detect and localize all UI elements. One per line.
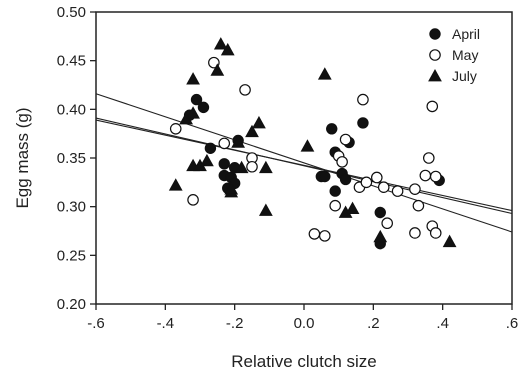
data-point-april [218,158,230,170]
data-point-july [442,234,457,248]
x-tick-label: .6 [506,315,519,332]
data-point-may [381,217,393,230]
data-point-april [374,206,386,219]
x-tick-label: 0.0 [294,315,315,332]
x-axis-label: Relative clutch size [231,352,377,371]
regression-line [95,117,513,215]
legend-label-may: May [452,47,478,63]
y-tick-label: 0.30 [57,199,86,216]
x-tick-label: .2 [367,315,380,332]
legend-marker-may [429,49,441,61]
data-point-april [190,93,203,106]
data-point-may [336,156,348,168]
x-tick-label: -.6 [87,315,105,332]
data-point-april [319,170,331,183]
y-tick-label: 0.45 [57,53,86,70]
legend-marker-july [428,68,442,82]
data-point-may [391,185,404,197]
legend: April May July [428,26,480,84]
data-point-may [419,169,432,182]
data-point-july [252,115,266,129]
data-point-april [197,101,210,114]
y-axis-label: Egg mass (g) [13,107,32,208]
regression-line [95,93,513,233]
data-point-july [234,160,249,174]
data-point-may [412,199,425,212]
data-point-july [224,182,239,195]
tick-labels: -.6 -.4 -.2 0.0 .2 .4 .6 0.20 0.25 0.30 0.35 0.40 0.… [57,4,518,332]
legend-label-april: April [452,26,480,42]
data-point-may [339,133,352,146]
data-point-july [231,135,246,148]
data-point-july [300,139,315,152]
data-point-july [186,106,200,119]
data-point-may [218,137,231,150]
data-point-july [213,37,228,50]
data-point-april [357,117,369,129]
data-point-may [169,123,182,135]
data-point-may [422,152,435,164]
data-point-may [426,100,439,113]
data-point-april [329,185,341,197]
y-tick-label: 0.25 [57,247,86,264]
data-point-july [220,42,235,56]
x-tick-label: -.4 [157,315,175,332]
data-point-may [239,84,251,96]
y-tick-label: 0.20 [57,296,86,313]
plot-frame [95,11,513,305]
data-point-july [258,203,273,216]
data-points [168,37,457,250]
legend-label-july: July [452,68,477,84]
data-point-may [308,228,321,240]
data-point-may [377,181,390,193]
data-point-may [409,183,421,195]
data-point-july [345,201,360,214]
data-point-july [245,124,259,138]
data-point-july [317,67,332,80]
data-point-july [210,63,225,76]
data-point-may [429,227,442,239]
data-point-july [186,72,200,85]
axis-ticks [90,11,513,310]
data-point-may [329,199,341,212]
regression-lines [95,93,513,233]
data-point-april [204,142,217,154]
data-point-july [200,153,214,167]
data-point-july [373,229,388,243]
data-point-april [339,173,352,186]
data-point-may [187,194,199,206]
x-tick-label: .4 [436,315,449,332]
data-point-april [326,123,338,135]
x-tick-label: -.2 [226,315,244,332]
data-point-may [318,230,331,242]
y-tick-label: 0.50 [57,4,86,21]
data-point-july [258,160,273,174]
data-point-may [409,227,421,239]
data-point-may [360,176,373,189]
data-point-may [370,171,383,184]
legend-marker-april [429,28,441,40]
y-tick-label: 0.35 [57,150,86,167]
data-point-july [168,178,183,191]
data-point-may [429,170,442,183]
data-point-may [246,160,258,173]
data-point-may [357,93,369,106]
y-tick-label: 0.40 [57,101,86,118]
